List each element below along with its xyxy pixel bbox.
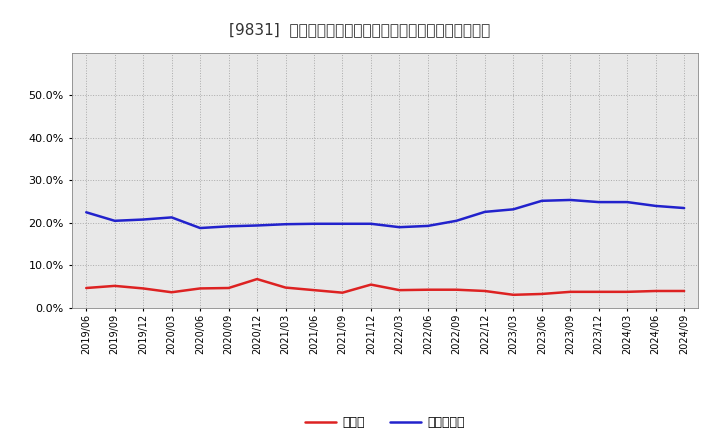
現須金 [595, 289, 603, 294]
現須金 [509, 292, 518, 297]
現須金 [196, 286, 204, 291]
有利子負債 [509, 207, 518, 212]
現須金 [110, 283, 119, 289]
現須金 [167, 290, 176, 295]
有利子負債 [623, 199, 631, 205]
有利子負債 [452, 218, 461, 224]
現須金 [225, 286, 233, 291]
有利子負債 [196, 225, 204, 231]
有利子負債 [310, 221, 318, 227]
有利子負債 [139, 217, 148, 222]
有利子負債 [110, 218, 119, 224]
有利子負債 [225, 224, 233, 229]
現須金 [452, 287, 461, 292]
有利子負債 [652, 203, 660, 209]
有利子負債 [167, 215, 176, 220]
有利子負債 [395, 224, 404, 230]
有利子負債 [423, 223, 432, 228]
Line: 有利子負債: 有利子負債 [86, 200, 684, 228]
有利子負債 [537, 198, 546, 203]
現須金 [395, 287, 404, 293]
現須金 [338, 290, 347, 295]
有利子負債 [366, 221, 375, 227]
Text: [9831]  現須金、有利子負債の総資産に対する比率の推移: [9831] 現須金、有利子負債の総資産に対する比率の推移 [230, 22, 490, 37]
有利子負債 [282, 222, 290, 227]
有利子負債 [595, 199, 603, 205]
有利子負債 [253, 223, 261, 228]
有利子負債 [338, 221, 347, 227]
現須金 [423, 287, 432, 292]
現須金 [623, 289, 631, 294]
現須金 [253, 276, 261, 282]
現須金 [366, 282, 375, 287]
有利子負債 [82, 210, 91, 215]
有利子負債 [566, 197, 575, 202]
現須金 [480, 288, 489, 293]
現須金 [282, 285, 290, 290]
現須金 [652, 288, 660, 293]
現須金 [139, 286, 148, 291]
現須金 [680, 288, 688, 293]
現須金 [537, 291, 546, 297]
有利子負債 [680, 205, 688, 211]
Legend: 現須金, 有利子負債: 現須金, 有利子負債 [300, 411, 470, 434]
現須金 [82, 286, 91, 291]
現須金 [310, 287, 318, 293]
有利子負債 [480, 209, 489, 215]
現須金 [566, 289, 575, 294]
Line: 現須金: 現須金 [86, 279, 684, 295]
